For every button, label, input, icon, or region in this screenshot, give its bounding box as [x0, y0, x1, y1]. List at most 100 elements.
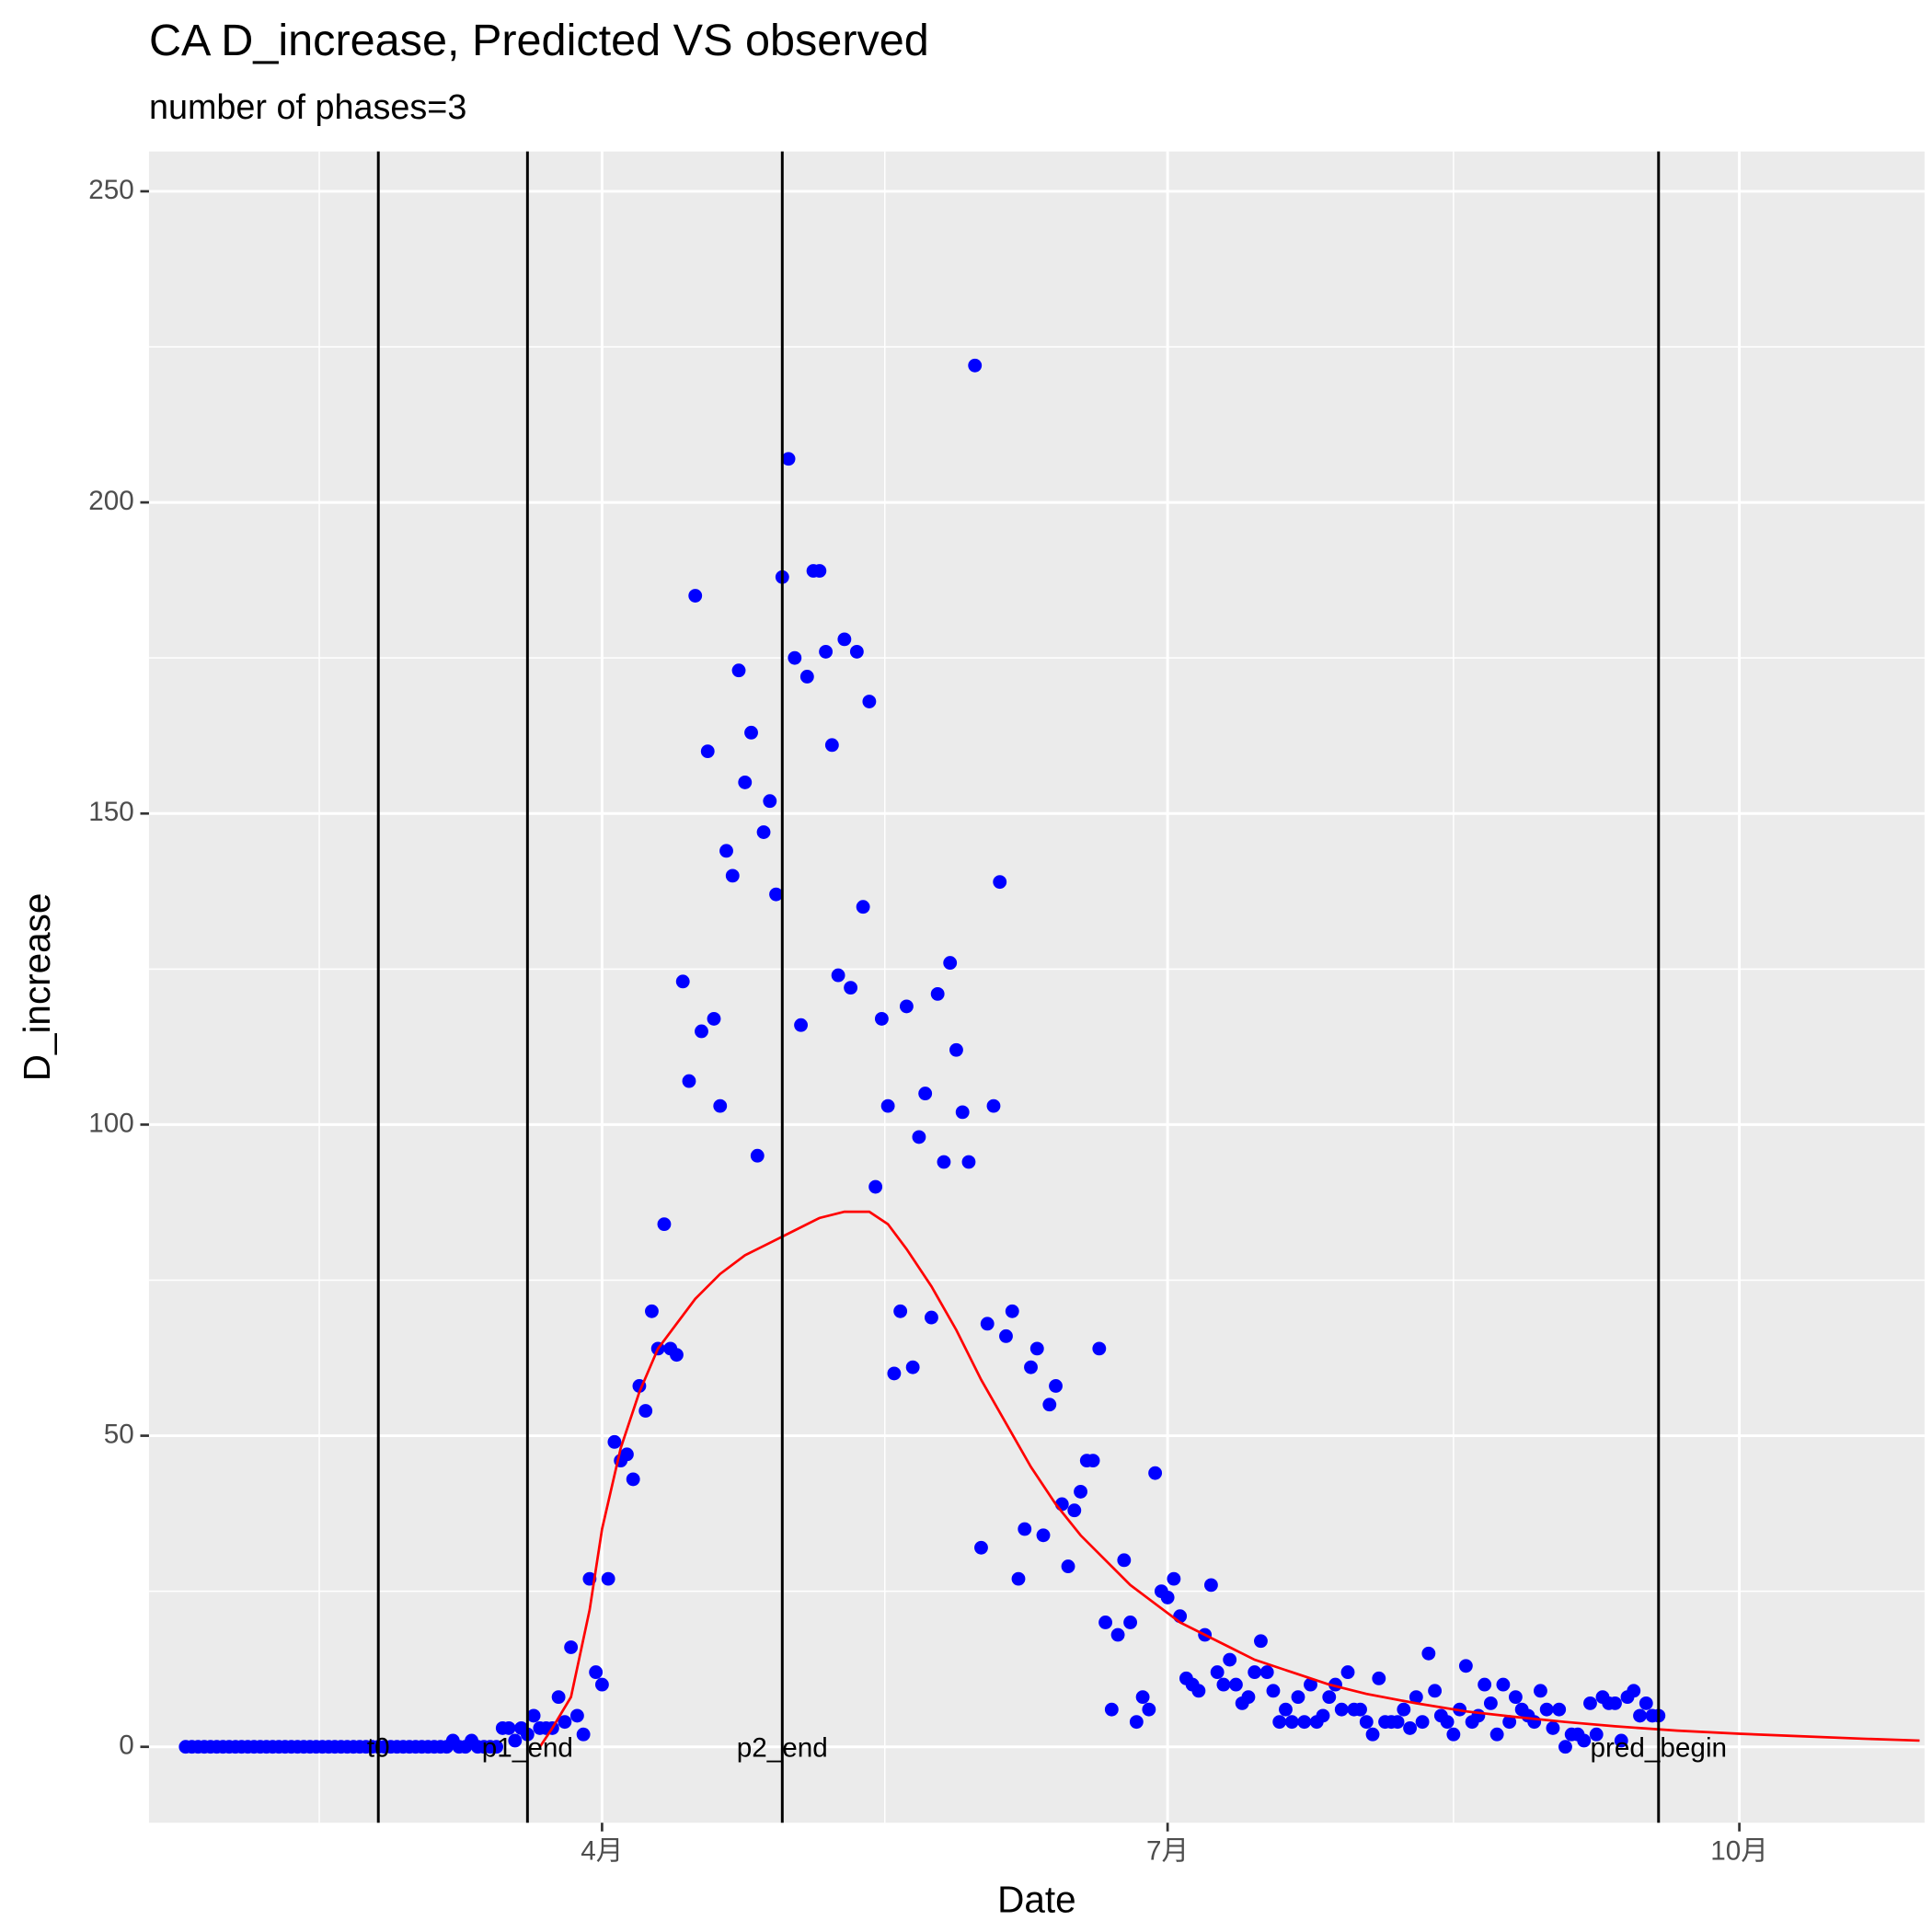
data-point: [564, 1640, 579, 1654]
data-point: [1036, 1528, 1051, 1543]
data-point: [943, 956, 958, 970]
y-tick-label: 250: [88, 175, 134, 205]
data-point: [1229, 1677, 1243, 1692]
phase-label: pred_begin: [1590, 1732, 1727, 1763]
data-point: [1067, 1503, 1082, 1518]
data-point: [763, 794, 777, 809]
data-point: [688, 589, 703, 603]
data-point: [925, 1310, 938, 1325]
data-point: [756, 825, 771, 839]
phase-label: p1_end: [482, 1732, 573, 1763]
data-point: [1110, 1627, 1125, 1642]
data-point: [1049, 1379, 1063, 1393]
data-point: [1297, 1715, 1312, 1730]
data-point: [1223, 1652, 1237, 1667]
data-point: [955, 1105, 970, 1120]
data-point: [1489, 1727, 1504, 1742]
data-point: [856, 900, 870, 914]
data-point: [645, 1304, 659, 1318]
data-point: [551, 1690, 566, 1705]
phase-label: p2_end: [737, 1732, 828, 1763]
data-point: [607, 1434, 622, 1449]
data-point: [508, 1733, 523, 1748]
data-point: [905, 1360, 920, 1374]
data-point: [1552, 1702, 1567, 1717]
data-point: [794, 1018, 808, 1032]
data-point: [1042, 1397, 1057, 1412]
data-point: [675, 974, 690, 989]
data-point: [620, 1447, 634, 1462]
data-point: [1029, 1341, 1044, 1356]
data-point: [1415, 1715, 1430, 1730]
data-point: [769, 887, 783, 902]
data-point: [1304, 1677, 1317, 1692]
data-point: [1272, 1715, 1287, 1730]
data-point: [974, 1540, 988, 1555]
y-tick-label: 0: [119, 1731, 134, 1761]
data-point: [1135, 1690, 1150, 1705]
data-point: [1558, 1740, 1572, 1754]
data-point: [1639, 1696, 1653, 1710]
data-point: [1210, 1665, 1225, 1679]
data-point: [1160, 1590, 1175, 1604]
data-point: [837, 632, 852, 647]
data-point: [713, 1098, 728, 1113]
data-point: [1279, 1702, 1293, 1717]
data-point: [1167, 1571, 1181, 1586]
data-point: [1259, 1665, 1274, 1679]
data-point: [1011, 1571, 1026, 1586]
data-point: [1216, 1677, 1231, 1692]
y-tick-label: 200: [88, 486, 134, 516]
data-point: [999, 1328, 1013, 1343]
data-point: [589, 1665, 604, 1679]
chart-subtitle: number of phases=3: [149, 88, 466, 127]
data-point: [1458, 1659, 1473, 1673]
data-point: [707, 1012, 721, 1026]
data-point: [812, 564, 827, 578]
data-point: [738, 776, 753, 789]
y-tick-label: 150: [88, 797, 134, 827]
data-point: [1123, 1616, 1138, 1629]
data-point: [1483, 1696, 1498, 1710]
data-point: [918, 1087, 933, 1101]
data-point: [1248, 1665, 1262, 1679]
data-point: [1024, 1360, 1038, 1374]
data-point: [576, 1727, 591, 1742]
data-point: [1508, 1690, 1523, 1705]
data-point: [750, 1148, 765, 1163]
data-point: [868, 1179, 883, 1194]
data-point: [1254, 1634, 1268, 1649]
data-point: [569, 1708, 584, 1723]
data-point: [1546, 1721, 1560, 1735]
data-point: [1397, 1702, 1411, 1717]
data-point: [1266, 1684, 1281, 1698]
chart-title: CA D_increase, Predicted VS observed: [149, 16, 929, 65]
x-axis-title: Date: [997, 1878, 1075, 1920]
plot-panel: [148, 151, 1925, 1823]
data-point: [1241, 1690, 1256, 1705]
data-point: [744, 725, 758, 740]
data-point: [1502, 1715, 1517, 1730]
data-point: [899, 999, 914, 1014]
data-point: [657, 1217, 672, 1232]
data-point: [912, 1130, 926, 1144]
data-point: [1440, 1715, 1455, 1730]
data-point: [980, 1317, 995, 1331]
data-point: [526, 1708, 541, 1723]
data-point: [1478, 1677, 1492, 1692]
data-point: [781, 452, 796, 466]
data-point: [1446, 1727, 1461, 1742]
data-point: [1098, 1616, 1112, 1629]
data-point: [849, 644, 864, 659]
data-point: [1471, 1708, 1486, 1723]
data-point: [930, 986, 945, 1001]
data-point: [1148, 1466, 1163, 1480]
data-point: [1018, 1522, 1032, 1536]
data-point: [731, 663, 746, 678]
data-point: [700, 744, 715, 759]
data-point: [1428, 1684, 1443, 1698]
data-point: [1142, 1702, 1156, 1717]
data-point: [1496, 1677, 1511, 1692]
data-point: [961, 1155, 976, 1169]
data-point: [1359, 1715, 1374, 1730]
